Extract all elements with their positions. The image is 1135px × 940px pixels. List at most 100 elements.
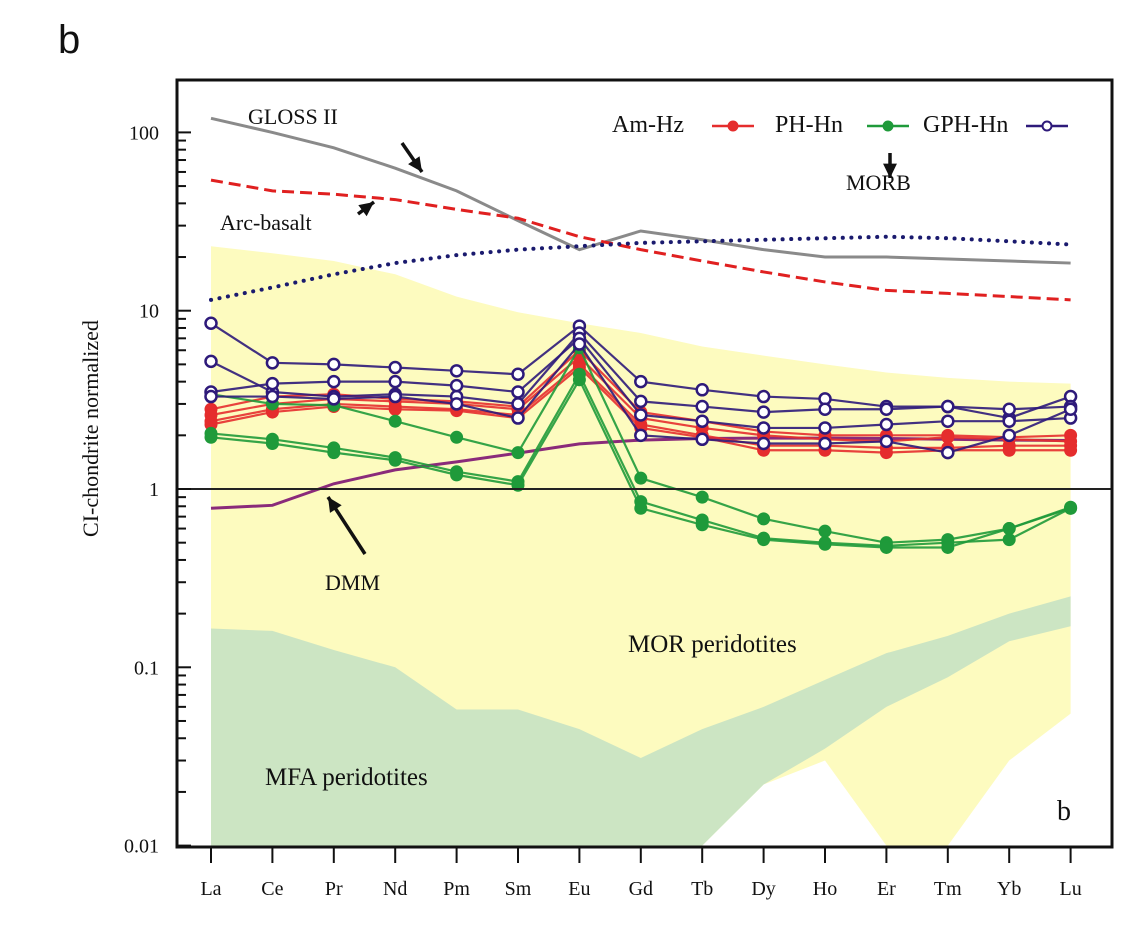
point-pm — [450, 468, 464, 482]
annotation-arc-basalt: Arc-basalt — [220, 210, 312, 235]
axes-layer: 100 10 1 0.1 0.01 CI-chondrite normalized La Ce… — [78, 78, 1114, 900]
point-dy — [756, 389, 771, 404]
point-dy — [756, 421, 771, 435]
legend-label: GPH-Hn — [923, 112, 1008, 138]
point-yb — [1002, 533, 1016, 547]
annotation-mor-peridotites: MOR peridotites — [628, 631, 797, 658]
point-pr — [327, 392, 341, 406]
y-axis-label: CI-chondrite normalized — [78, 320, 103, 537]
point-dy — [756, 405, 771, 419]
point-ho — [818, 421, 832, 435]
point-nd — [388, 402, 402, 416]
sample-ph-hn-1 — [204, 341, 1078, 550]
point-pm — [450, 430, 464, 444]
point-tb — [695, 399, 709, 414]
point-lu — [1064, 443, 1078, 457]
point-tm — [941, 399, 955, 414]
point-pr — [327, 446, 341, 460]
point-yb — [1002, 414, 1016, 428]
point-gd — [634, 374, 648, 389]
series-morb — [209, 234, 1073, 302]
point-la — [204, 316, 218, 331]
point-ce — [265, 389, 280, 404]
legend-item-ph-hn: PH-Hn — [775, 112, 909, 138]
point-ce — [265, 436, 279, 450]
x-tick-label-nd: Nd — [383, 878, 407, 900]
point-tm — [941, 445, 955, 460]
x-tick-label-tb: Tb — [691, 878, 713, 900]
point-er — [879, 446, 893, 460]
y-tick-label: 100 — [129, 122, 159, 144]
arc-basalt-arrow-icon — [356, 200, 376, 217]
y-tick-label: 10 — [139, 301, 159, 323]
field-mfa-peridotites — [211, 596, 1071, 846]
series-gloss-ii — [210, 116, 1071, 265]
point-pm — [449, 378, 464, 393]
point-sm — [511, 397, 525, 411]
reference-series-layer — [209, 116, 1073, 510]
annotation-mfa-peridotites: MFA peridotites — [265, 764, 428, 791]
point-yb — [1002, 428, 1016, 443]
point-ho — [818, 402, 832, 417]
point-lu — [1063, 402, 1078, 417]
point-er — [879, 434, 894, 449]
x-tick-label-pm: Pm — [443, 878, 470, 900]
x-tick-label-pr: Pr — [325, 878, 343, 900]
annotation-dmm: DMM — [325, 570, 380, 595]
point-gd — [634, 428, 648, 443]
point-yb — [1002, 522, 1016, 536]
x-tick-label-ce: Ce — [261, 878, 283, 900]
y-tick-label: 0.1 — [134, 657, 159, 679]
point-ho — [818, 537, 832, 551]
point-pm — [449, 364, 464, 378]
point-yb — [1002, 402, 1016, 417]
sample-ph-hn-3 — [204, 373, 1078, 554]
x-tick-label-yb: Yb — [997, 878, 1021, 900]
point-dy — [757, 512, 771, 526]
point-tb — [695, 518, 709, 532]
annotation-gloss-ii: GLOSS II — [248, 104, 338, 129]
point-ce — [265, 376, 280, 391]
legend-marker — [1041, 120, 1053, 132]
legend-marker — [727, 120, 739, 132]
arrow-head — [883, 163, 897, 178]
point-gd — [634, 501, 648, 515]
arrow-head — [408, 156, 422, 172]
point-tb — [695, 414, 709, 428]
point-lu — [1064, 500, 1078, 514]
x-tick-label-la: La — [200, 878, 221, 900]
point-ho — [818, 436, 832, 451]
point-pr — [327, 374, 341, 389]
legend-label: Am-Hz — [612, 112, 684, 138]
point-sm — [511, 446, 525, 460]
point-gd — [634, 408, 648, 422]
point-er — [879, 417, 894, 432]
sample-series-layer — [204, 316, 1078, 554]
point-dy — [757, 533, 771, 547]
point-gd — [634, 394, 648, 409]
point-tb — [695, 383, 709, 397]
point-nd — [388, 360, 402, 375]
point-tb — [695, 490, 709, 504]
sample-gph-hn-4 — [204, 337, 1078, 460]
plot-frame — [175, 78, 1114, 849]
point-gd — [634, 471, 648, 485]
point-er — [879, 540, 893, 554]
series-arc-basalt — [210, 178, 1071, 302]
x-tick-label-lu: Lu — [1059, 878, 1081, 900]
x-tick-label-gd: Gd — [629, 878, 653, 900]
point-la — [204, 354, 218, 369]
gloss-ii-arrow-icon — [400, 142, 424, 173]
point-tm — [941, 540, 955, 554]
x-tick-label-dy: Dy — [751, 878, 775, 900]
morb-arrow-icon — [883, 153, 897, 178]
y-tick-label: 0.01 — [124, 836, 159, 858]
point-nd — [388, 374, 402, 389]
legend-item-am-hz: Am-Hz — [612, 112, 754, 138]
point-la — [204, 389, 218, 404]
point-eu — [572, 373, 586, 387]
legend-item-gph-hn: GPH-Hn — [923, 112, 1068, 138]
arrow-head — [358, 202, 374, 217]
legend: Am-Hz PH-Hn GPH-Hn — [612, 112, 1068, 138]
